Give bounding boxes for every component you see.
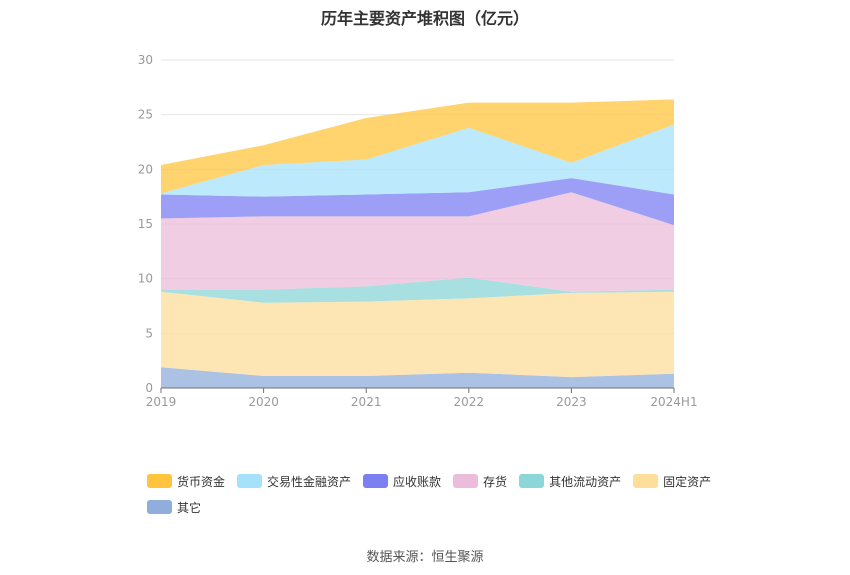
legend-label: 应收账款 (393, 474, 442, 489)
x-tick-label: 2020 (248, 395, 279, 409)
legend-swatch (147, 474, 172, 488)
legend-swatch (237, 474, 263, 488)
area-series-存货 (161, 192, 674, 292)
x-tick-label: 2024H1 (650, 395, 697, 409)
y-tick-label: 10 (138, 272, 153, 286)
legend-swatch (519, 474, 545, 488)
legend-item[interactable]: 货币资金 (147, 472, 225, 490)
x-tick-label: 2022 (454, 395, 485, 409)
legend-swatch (633, 474, 659, 488)
legend-label: 其他流动资产 (549, 474, 622, 489)
legend-label: 固定资产 (663, 474, 712, 489)
legend-swatch (147, 500, 172, 514)
area-series-其它 (161, 367, 674, 388)
legend-item[interactable]: 交易性金融资产 (237, 472, 351, 490)
y-tick-label: 5 (145, 326, 153, 340)
x-tick-label: 2021 (351, 395, 382, 409)
legend-item[interactable]: 其他流动资产 (519, 472, 621, 490)
legend-label: 交易性金融资产 (267, 474, 352, 489)
chart-title: 历年主要资产堆积图（亿元） (320, 9, 529, 28)
legend-label: 货币资金 (177, 474, 226, 489)
legend-swatch (363, 474, 389, 488)
y-tick-label: 0 (145, 381, 153, 395)
y-tick-label: 30 (138, 53, 153, 67)
x-tick-label: 2023 (556, 395, 587, 409)
legend-item[interactable]: 固定资产 (633, 472, 711, 490)
area-series-应收账款 (161, 178, 674, 226)
area-series-货币资金 (161, 99, 674, 194)
y-tick-label: 15 (138, 217, 153, 231)
legend-label: 存货 (483, 474, 508, 489)
x-tick-label: 2019 (146, 395, 177, 409)
y-tick-label: 20 (138, 162, 153, 176)
y-tick-label: 25 (138, 108, 153, 122)
data-source: 数据来源：恒生聚源 (366, 550, 484, 565)
legend-label: 其它 (177, 500, 202, 515)
legend-item[interactable]: 应收账款 (363, 472, 441, 490)
legend: 货币资金 交易性金融资产 应收账款 存货 其他流动资产 固定资产其它 (147, 472, 727, 524)
area-series-交易性金融资产 (161, 124, 674, 197)
legend-swatch (453, 474, 479, 488)
stacked-areas (161, 99, 674, 388)
axes: 0 5 10 15 20 25 30 2019 2020 2021 2022 2023 2024H1 (138, 53, 698, 409)
area-series-其他流动资产 (161, 277, 674, 303)
area-series-固定资产 (161, 291, 674, 378)
legend-item[interactable]: 存货 (453, 472, 507, 490)
legend-item[interactable]: 其它 (147, 498, 201, 516)
